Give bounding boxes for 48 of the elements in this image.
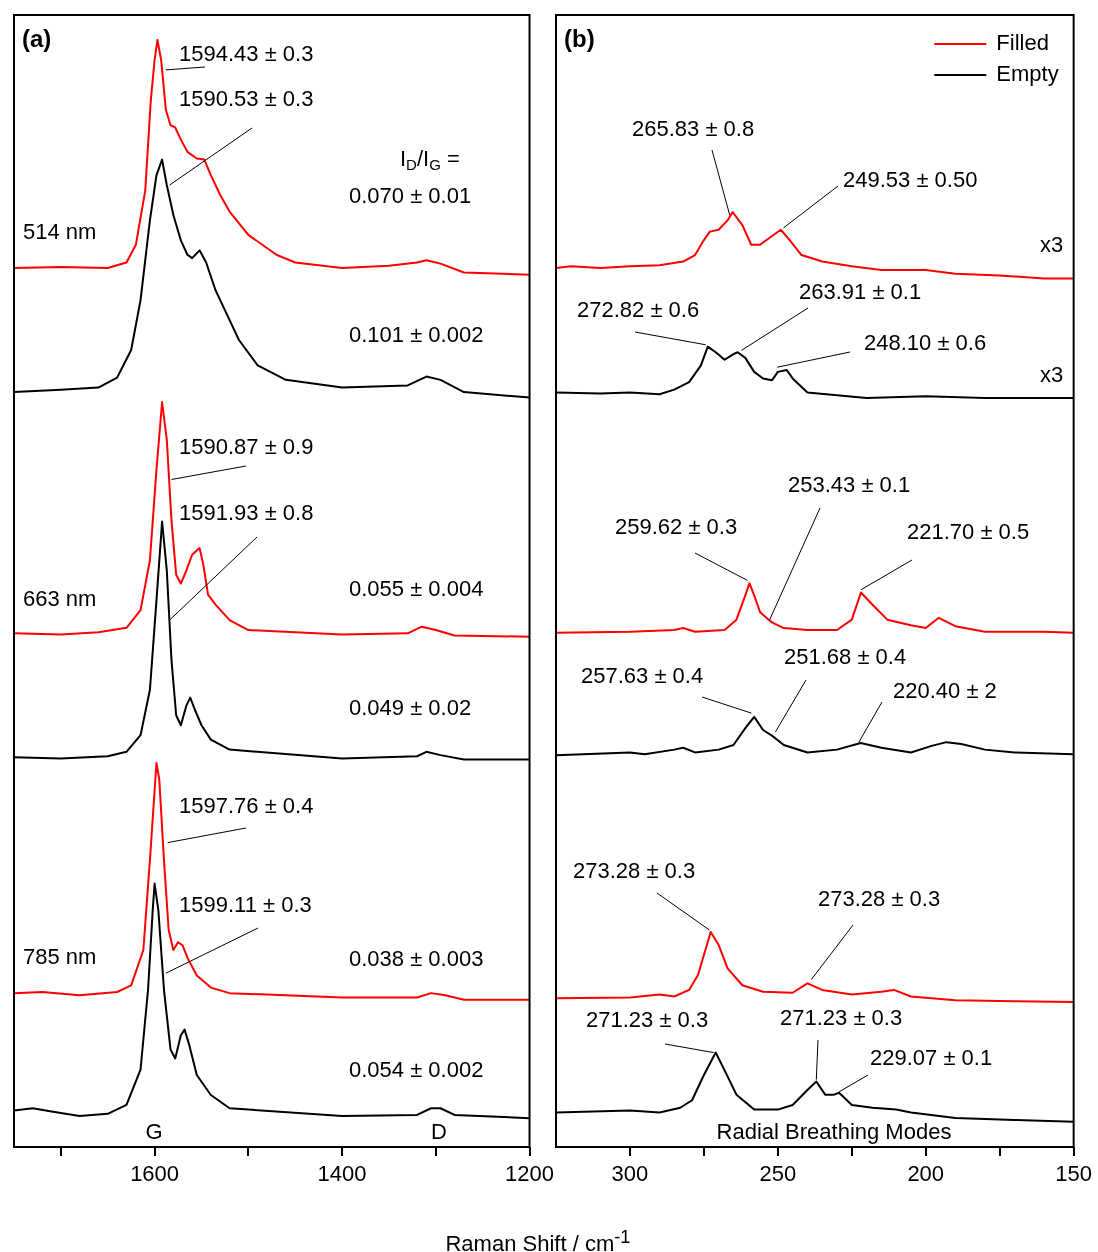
annotation: 273.28 ± 0.3: [573, 858, 696, 884]
annotation: 1599.11 ± 0.3: [179, 892, 312, 918]
annotation: 1591.93 ± 0.8: [179, 500, 314, 526]
annotation: 0.049 ± 0.02: [349, 695, 472, 721]
x-tick-label: 250: [759, 1161, 797, 1187]
annotation: 229.07 ± 0.1: [870, 1045, 993, 1071]
annotation: 271.23 ± 0.3: [780, 1005, 903, 1031]
chart-title: (b): [564, 24, 595, 52]
x-tick-label: 150: [1055, 1161, 1093, 1187]
annotation: x3: [1040, 232, 1064, 258]
annotation: 221.70 ± 0.5: [907, 519, 1030, 545]
annotation: Radial Breathing Modes: [716, 1119, 952, 1145]
annotation: 663 nm: [23, 586, 97, 612]
annotation: 0.070 ± 0.01: [349, 183, 472, 209]
annotation: D: [431, 1119, 447, 1145]
annotation: 1590.53 ± 0.3: [179, 86, 314, 112]
x-tick-label: 1200: [505, 1161, 555, 1187]
annotation: 271.23 ± 0.3: [586, 1007, 709, 1033]
x-tick-label: 1600: [130, 1161, 180, 1187]
annotation: 248.10 ± 0.6: [864, 330, 987, 356]
annotation: 257.63 ± 0.4: [581, 663, 704, 689]
annotation: 0.055 ± 0.004: [349, 576, 484, 602]
annotation: 0.038 ± 0.003: [349, 946, 484, 972]
annotation: 249.53 ± 0.50: [843, 167, 978, 193]
chart-title: (a): [22, 24, 52, 52]
annotation: 1597.76 ± 0.4: [179, 793, 314, 819]
annotation: 1594.43 ± 0.3: [179, 41, 314, 67]
x-tick-label: 200: [907, 1161, 945, 1187]
annotation: 785 nm: [23, 944, 97, 970]
x-tick-label: 300: [611, 1161, 649, 1187]
annotation: 265.83 ± 0.8: [632, 116, 755, 142]
annotation: 253.43 ± 0.1: [788, 472, 911, 498]
annotation: 259.62 ± 0.3: [615, 514, 738, 540]
legend-label: Filled: [996, 30, 1049, 56]
annotation: 272.82 ± 0.6: [577, 297, 700, 323]
annotation: 220.40 ± 2: [893, 678, 997, 704]
annotation: 0.101 ± 0.002: [349, 322, 484, 348]
annotation: 514 nm: [23, 219, 97, 245]
annotation: 0.054 ± 0.002: [349, 1057, 484, 1083]
annotation: 251.68 ± 0.4: [784, 644, 907, 670]
annotation: x3: [1040, 362, 1064, 388]
annotation: 1590.87 ± 0.9: [179, 434, 314, 460]
x-tick-label: 1400: [317, 1161, 367, 1187]
annotation: 273.28 ± 0.3: [818, 886, 941, 912]
legend-label: Empty: [996, 61, 1059, 87]
x-axis-title: Raman Shift / cm$^{-1}$: [444, 1226, 632, 1252]
annotation: G: [145, 1119, 163, 1145]
annotation: 263.91 ± 0.1: [799, 279, 922, 305]
